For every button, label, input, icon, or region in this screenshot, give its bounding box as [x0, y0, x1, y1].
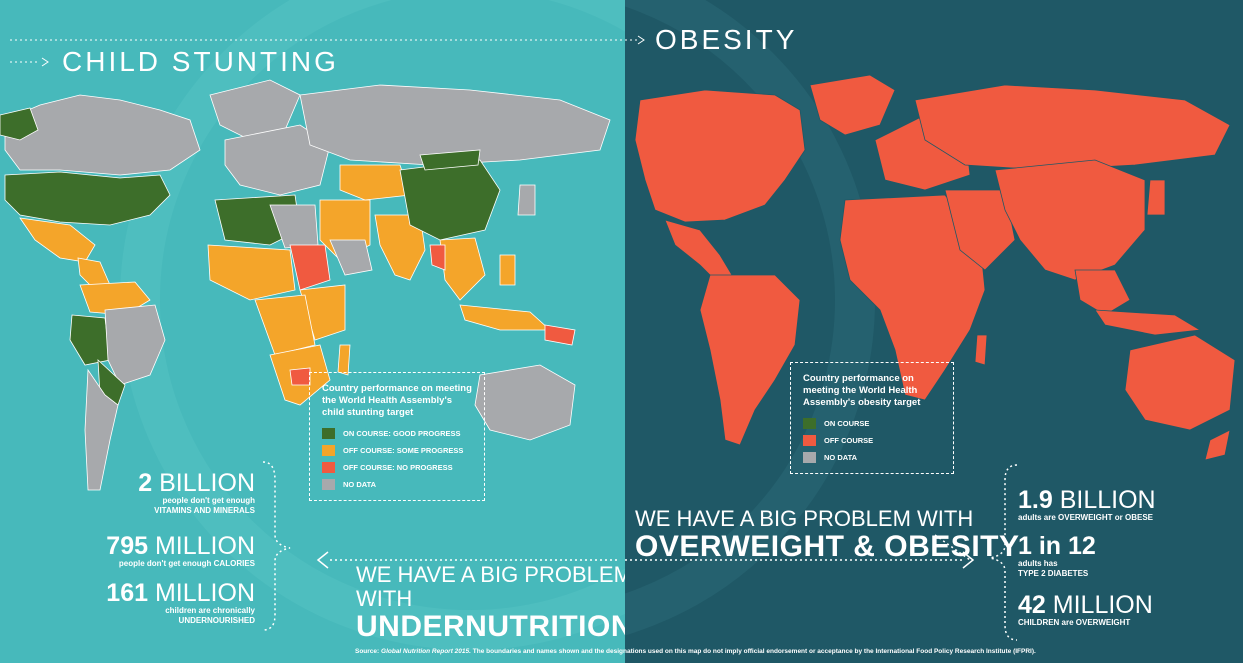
ob-middle-east — [944, 189, 1016, 271]
legend-item-no-data: NO DATA — [322, 478, 472, 490]
obesity-legend: Country performance on meeting the World… — [790, 362, 954, 474]
sudan — [289, 244, 331, 291]
stat-161-million: 161 MILLION children are chronically UND… — [106, 579, 255, 625]
arabia — [329, 239, 373, 276]
central-africa — [254, 294, 316, 356]
obesity-panel: OBESITY Country performance on meeting t… — [625, 0, 1243, 663]
ob-legend-item-no-data: NO DATA — [803, 451, 941, 463]
ob-australia — [1124, 334, 1236, 431]
legend-swatch-red — [322, 461, 335, 473]
usa — [4, 171, 171, 226]
australia — [474, 364, 576, 441]
philippines — [499, 254, 516, 286]
ob-legend-item-on-course: ON COURSE — [803, 417, 941, 429]
indonesia — [459, 304, 552, 331]
legend-item-off-course-no: OFF COURSE: NO PROGRESS — [322, 461, 472, 473]
ob-legend-swatch-green — [803, 417, 816, 429]
legend-item-on-course-good: ON COURSE: GOOD PROGRESS — [322, 427, 472, 439]
southeast-asia — [439, 237, 486, 301]
obesity-banner: WE HAVE A BIG PROBLEM WITH OVERWEIGHT & … — [635, 506, 1020, 563]
russia — [299, 84, 611, 166]
legend-swatch-orange — [322, 444, 335, 456]
brazil — [104, 304, 166, 386]
ob-north-america — [634, 89, 806, 223]
europe — [224, 124, 331, 196]
ob-stat-bracket — [989, 464, 1018, 641]
obesity-map — [625, 0, 1236, 641]
central-asia — [339, 164, 411, 201]
west-africa — [207, 244, 296, 301]
obesity-legend-title: Country performance on meeting the World… — [803, 373, 921, 408]
child-stunting-heading: CHILD STUNTING — [62, 46, 339, 77]
peru-ecuador — [69, 314, 111, 366]
ob-russia — [914, 84, 1231, 171]
stunting-legend-title: Country performance on meeting the World… — [322, 383, 472, 418]
myanmar-red — [429, 244, 446, 271]
stat-1-in-12: 1 in 12 adults has TYPE 2 DIABETES — [1018, 532, 1096, 578]
undernutrition-banner: WE HAVE A BIG PROBLEM WITH UNDERNUTRITIO… — [356, 562, 625, 643]
japan — [517, 184, 536, 216]
mongolia — [419, 149, 481, 171]
ob-south-america — [699, 274, 801, 446]
child-stunting-panel: CHILD STUNTING Country performance on me… — [0, 0, 625, 663]
stat-42-million: 42 MILLION CHILDREN are OVERWEIGHT — [1018, 591, 1153, 627]
ob-southeast-asia — [1074, 269, 1131, 316]
legend-swatch-green — [322, 427, 335, 439]
alaska — [0, 107, 39, 141]
stat-795-million: 795 MILLION people don't get enough CALO… — [106, 532, 255, 568]
ob-legend-item-off-course: OFF COURSE — [803, 434, 941, 446]
ob-madagascar — [974, 334, 988, 366]
child-stunting-map — [0, 39, 625, 631]
obesity-heading: OBESITY — [655, 24, 798, 55]
ob-greenland — [809, 74, 896, 136]
argentina-chile — [84, 368, 119, 491]
stat-1-9-billion: 1.9 BILLION adults are OVERWEIGHT or OBE… — [1018, 486, 1156, 522]
legend-swatch-grey — [322, 478, 335, 490]
ob-indonesia — [1094, 309, 1202, 336]
ob-legend-swatch-grey — [803, 451, 816, 463]
south-africa-red — [289, 367, 311, 386]
stunting-legend: Country performance on meeting the World… — [309, 372, 485, 501]
stat-2-billion: 2 BILLION people don't get enough VITAMI… — [138, 469, 255, 515]
stat-bracket — [262, 461, 291, 631]
mexico — [19, 217, 96, 263]
madagascar — [337, 344, 351, 376]
source-note: Source: Global Nutrition Report 2015. Th… — [355, 648, 1036, 655]
ob-japan — [1146, 179, 1166, 216]
ob-new-zealand — [1204, 429, 1231, 461]
papua-red — [544, 324, 576, 346]
ob-legend-swatch-red — [803, 434, 816, 446]
china — [399, 159, 501, 241]
canada — [4, 94, 201, 176]
legend-item-off-course-some: OFF COURSE: SOME PROGRESS — [322, 444, 472, 456]
ob-asia — [994, 159, 1146, 281]
